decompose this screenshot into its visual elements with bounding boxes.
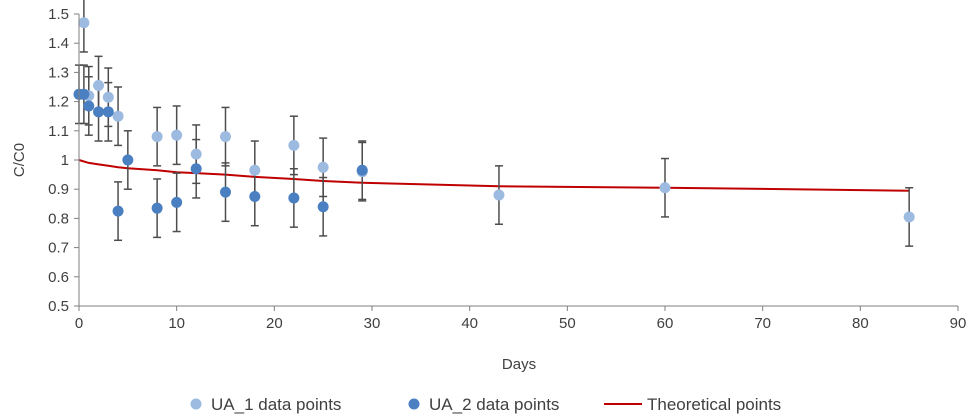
- ua2-point: [83, 100, 95, 112]
- x-tick-label: 30: [364, 315, 381, 332]
- ua1-point: [151, 131, 163, 143]
- y-tick-label: 1: [61, 152, 69, 169]
- x-tick-label: 10: [168, 315, 185, 332]
- ua2-point: [78, 88, 90, 100]
- y-tick-label: 1.2: [48, 94, 69, 111]
- ua2-point: [122, 154, 134, 166]
- ua2-point: [220, 186, 231, 198]
- legend-theoretical: Theoretical points: [604, 395, 781, 414]
- legend-label: UA_1 data points: [211, 395, 341, 414]
- y-tick-label: 1.5: [48, 6, 69, 23]
- ua1-point: [659, 182, 671, 194]
- ua2-point: [190, 163, 202, 175]
- y-tick-labels: 0.5 0.6 0.7 0.8 0.9 1 1.1 1.2 1.3 1.4 1.5: [48, 6, 69, 315]
- ua1-point: [112, 110, 124, 122]
- ua2-point: [249, 191, 261, 202]
- ua1-point: [102, 91, 114, 103]
- y-tick-label: 1.3: [48, 64, 69, 81]
- theoretical-line-layer: [78, 159, 910, 192]
- ua1-point: [903, 211, 915, 223]
- x-tick-label: 70: [754, 315, 771, 332]
- plot-area: [73, 0, 959, 311]
- y-tick-label: 0.8: [48, 210, 69, 227]
- y-tick-label: 0.5: [48, 298, 69, 315]
- y-tick-label: 1.4: [48, 35, 69, 52]
- y-tick-label: 0.6: [48, 269, 69, 286]
- x-tick-label: 0: [75, 315, 83, 332]
- legend-ua1: UA_1 data points: [190, 395, 341, 414]
- ua1-point: [249, 164, 261, 176]
- legend: UA_1 data points UA_2 data points Theoreti…: [190, 395, 781, 414]
- legend-marker: [408, 398, 420, 410]
- y-tick-label: 1.1: [48, 123, 69, 140]
- x-tick-label: 60: [657, 315, 674, 332]
- x-tick-label: 90: [950, 315, 967, 332]
- ua1-point: [288, 139, 300, 151]
- error-bar-layer: [75, 0, 914, 247]
- ua1-point: [171, 129, 183, 141]
- legend-label: Theoretical points: [647, 395, 781, 414]
- ua2-point: [288, 192, 300, 204]
- y-axis-title: C/C0: [11, 143, 28, 177]
- legend-ua2: UA_2 data points: [408, 395, 559, 414]
- ua1-point: [220, 131, 231, 143]
- y-tick-label: 0.7: [48, 240, 69, 257]
- legend-marker: [190, 398, 202, 410]
- y-tick-label: 0.9: [48, 181, 69, 198]
- x-tick-label: 40: [461, 315, 478, 332]
- ua2-point: [356, 164, 368, 176]
- ua2-point: [93, 106, 105, 118]
- ua1-point: [317, 161, 329, 173]
- ua1-point: [493, 189, 505, 201]
- axes: [74, 13, 959, 311]
- ua1-point: [93, 80, 105, 92]
- x-tick-label: 50: [559, 315, 576, 332]
- data-point-layer: [73, 17, 915, 223]
- legend-label: UA_2 data points: [429, 395, 559, 414]
- ua1-point: [190, 148, 202, 160]
- x-tick-labels: 0 10 20 30 40 50 60 70 80 90: [75, 315, 967, 332]
- ua2-point: [317, 201, 329, 213]
- ua2-point: [112, 205, 124, 217]
- theoretical-line: [78, 159, 910, 192]
- ua2-point: [171, 196, 183, 208]
- x-axis-title: Days: [502, 356, 536, 373]
- ua1-point: [78, 17, 90, 29]
- ua2-point: [102, 106, 114, 118]
- x-tick-label: 20: [266, 315, 283, 332]
- x-tick-label: 80: [852, 315, 869, 332]
- ua2-point: [151, 202, 163, 214]
